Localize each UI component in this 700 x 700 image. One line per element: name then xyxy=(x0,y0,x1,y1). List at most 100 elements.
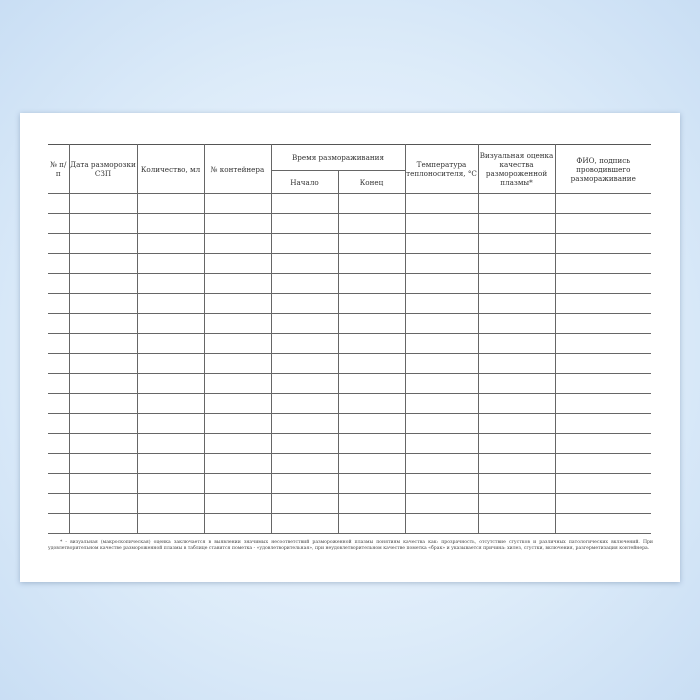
table-cell xyxy=(270,373,339,394)
table-cell xyxy=(337,333,406,354)
table-cell xyxy=(270,413,339,434)
table-cell xyxy=(48,493,70,514)
table-cell xyxy=(404,413,479,434)
table-row xyxy=(48,453,652,474)
table-row xyxy=(48,353,652,374)
table-cell xyxy=(68,313,138,334)
table-cell xyxy=(203,493,272,514)
table-cell xyxy=(337,473,406,494)
table-row xyxy=(48,313,652,334)
table-cell xyxy=(270,253,339,274)
table-cell xyxy=(136,433,205,454)
table-cell xyxy=(203,513,272,534)
table-cell xyxy=(270,293,339,314)
table-cell xyxy=(68,373,138,394)
table-row xyxy=(48,513,652,534)
table-row xyxy=(48,333,652,354)
table-cell xyxy=(136,493,205,514)
table-cell xyxy=(136,373,205,394)
table-cell xyxy=(270,213,339,234)
table-cell xyxy=(337,253,406,274)
table-cell xyxy=(337,453,406,474)
table-row xyxy=(48,233,652,254)
table-cell xyxy=(554,293,652,314)
table-cell xyxy=(203,373,272,394)
table-cell xyxy=(203,273,272,294)
table-cell xyxy=(48,353,70,374)
table-cell xyxy=(203,333,272,354)
table-cell xyxy=(477,373,556,394)
table-cell xyxy=(270,313,339,334)
header-start: Начало xyxy=(271,170,339,194)
table-cell xyxy=(270,453,339,474)
table-cell xyxy=(337,393,406,414)
footnote: * - визуальная (макроскопическая) оценка… xyxy=(48,540,653,551)
table-cell xyxy=(337,493,406,514)
table-cell xyxy=(203,293,272,314)
table-cell xyxy=(477,333,556,354)
table-cell xyxy=(337,513,406,534)
table-cell xyxy=(404,233,479,254)
table-cell xyxy=(203,313,272,334)
table-cell xyxy=(48,313,70,334)
table-cell xyxy=(554,273,652,294)
table-cell xyxy=(337,213,406,234)
table-cell xyxy=(48,273,70,294)
table-cell xyxy=(554,253,652,274)
table-row xyxy=(48,433,652,454)
table-cell xyxy=(404,333,479,354)
table-cell xyxy=(270,273,339,294)
table-cell xyxy=(203,393,272,414)
table-cell xyxy=(270,193,339,214)
table-row xyxy=(48,493,652,514)
table-row xyxy=(48,213,652,234)
table-cell xyxy=(477,433,556,454)
journal-page: № п/п Дата разморозки СЗП Количество, мл… xyxy=(20,113,680,582)
table-cell xyxy=(136,253,205,274)
table-row xyxy=(48,253,652,274)
table-cell xyxy=(270,393,339,414)
table-cell xyxy=(477,313,556,334)
table-cell xyxy=(477,233,556,254)
table-cell xyxy=(270,353,339,374)
table-cell xyxy=(337,353,406,374)
table-cell xyxy=(203,453,272,474)
table-cell xyxy=(203,193,272,214)
table-cell xyxy=(554,193,652,214)
header-date: Дата разморозки СЗП xyxy=(68,144,138,194)
table-cell xyxy=(203,213,272,234)
header-temperature: Температура теплоносителя, °С xyxy=(404,144,479,194)
table-cell xyxy=(203,413,272,434)
table-cell xyxy=(136,293,205,314)
table-cell xyxy=(337,433,406,454)
table-cell xyxy=(554,373,652,394)
table-cell xyxy=(270,233,339,254)
table-cell xyxy=(404,493,479,514)
table-cell xyxy=(554,333,652,354)
table-cell xyxy=(554,353,652,374)
table-cell xyxy=(554,493,652,514)
table-cell xyxy=(554,233,652,254)
table-cell xyxy=(48,433,70,454)
table-cell xyxy=(68,453,138,474)
table-cell xyxy=(337,233,406,254)
table-cell xyxy=(270,473,339,494)
table-cell xyxy=(404,293,479,314)
table-row xyxy=(48,393,652,414)
table-cell xyxy=(203,473,272,494)
table-cell xyxy=(270,433,339,454)
header-end: Конец xyxy=(337,170,406,194)
table-row xyxy=(48,293,652,314)
table-cell xyxy=(337,193,406,214)
table-cell xyxy=(477,453,556,474)
table-cell xyxy=(136,213,205,234)
table-cell xyxy=(68,393,138,414)
table-cell xyxy=(68,273,138,294)
table-cell xyxy=(477,353,556,374)
table-cell xyxy=(136,313,205,334)
table-cell xyxy=(270,513,339,534)
table-cell xyxy=(68,193,138,214)
table-cell xyxy=(477,413,556,434)
header-quantity: Количество, мл xyxy=(136,144,205,194)
table-cell xyxy=(68,473,138,494)
